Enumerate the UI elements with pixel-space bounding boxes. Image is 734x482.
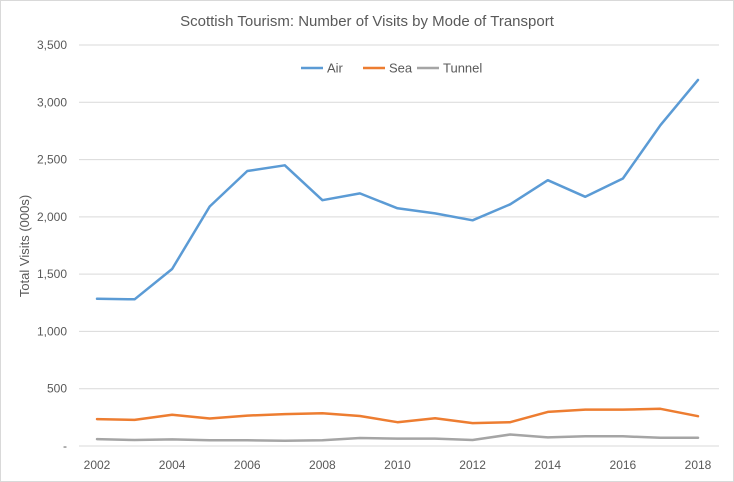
y-tick-label: 3,500 (37, 38, 67, 52)
x-tick-label: 2010 (384, 458, 411, 472)
legend-label: Sea (389, 61, 413, 76)
y-tick-label: 1,000 (37, 324, 67, 338)
gridlines (79, 44, 719, 447)
x-tick-label: 2006 (234, 458, 261, 472)
x-tick-label: 2016 (610, 458, 637, 472)
x-axis-ticks: 2002 2004 2006 2008 2010 2012 2014 2016 2018 (84, 458, 712, 472)
legend-item-air: Air (301, 61, 344, 76)
legend-item-tunnel: Tunnel (417, 61, 482, 76)
x-tick-label: 2002 (84, 458, 111, 472)
y-axis-label: Total Visits (000s) (17, 195, 32, 297)
y-tick-label: - (63, 439, 67, 453)
series-line-sea (95, 407, 700, 425)
x-tick-label: 2018 (685, 458, 712, 472)
legend: Air Sea Tunnel (301, 61, 482, 76)
chart-title: Scottish Tourism: Number of Visits by Mo… (180, 13, 555, 30)
x-tick-label: 2014 (534, 458, 561, 472)
y-tick-label: 2,000 (37, 210, 67, 224)
y-axis-ticks: - 500 1,000 1,500 2,000 2,500 3,000 3,500 (37, 38, 67, 453)
series-line-tunnel (95, 433, 700, 443)
x-tick-label: 2012 (459, 458, 486, 472)
y-tick-label: 2,500 (37, 153, 67, 167)
legend-label: Air (327, 61, 344, 76)
legend-label: Tunnel (443, 61, 482, 76)
series-line-air (95, 78, 700, 301)
y-tick-label: 3,000 (37, 95, 67, 109)
series-lines (95, 78, 700, 443)
y-tick-label: 1,500 (37, 267, 67, 281)
y-tick-label: 500 (47, 382, 67, 396)
x-tick-label: 2008 (309, 458, 336, 472)
legend-item-sea: Sea (363, 61, 413, 76)
x-tick-label: 2004 (159, 458, 186, 472)
